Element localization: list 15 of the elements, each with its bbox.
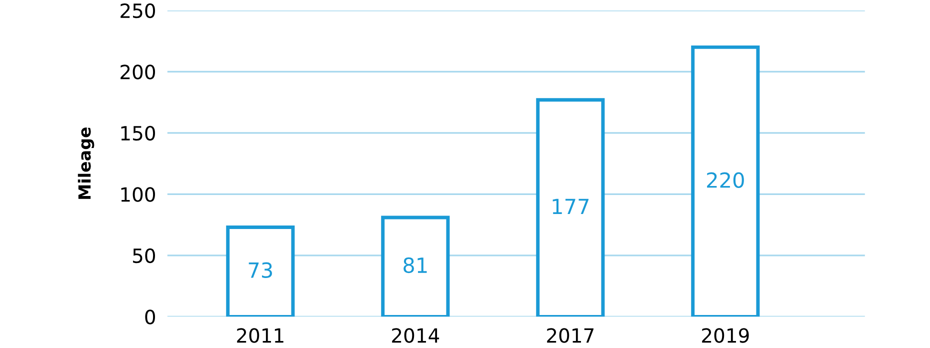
data-label: 220	[707, 172, 744, 188]
y-tick-label: 50	[133, 248, 155, 264]
data-label: 81	[404, 257, 427, 274]
x-tick-label: 2019	[702, 328, 749, 343]
x-tick-label: 2017	[547, 328, 594, 343]
y-tick-label: 0	[145, 310, 155, 324]
y-axis-title: Mileage	[78, 127, 94, 199]
x-tick-label: 2011	[237, 328, 284, 343]
data-label: 73	[248, 262, 272, 278]
y-tick-label: 200	[120, 64, 155, 80]
x-tick-label: 2014	[392, 328, 440, 343]
data-label: 177	[552, 198, 588, 214]
y-tick-label: 250	[120, 3, 155, 18]
y-tick-label: 100	[121, 187, 155, 202]
y-tick-label: 150	[121, 126, 155, 141]
